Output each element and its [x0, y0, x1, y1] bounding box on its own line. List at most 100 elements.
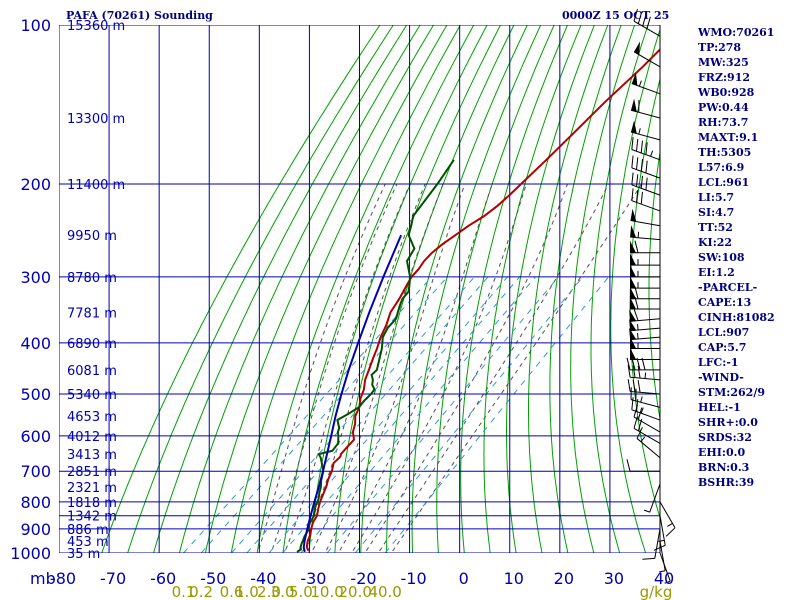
wind-barb — [631, 137, 661, 161]
wind-barb — [629, 308, 661, 322]
pressure-tick-label: 700 — [20, 462, 51, 481]
wind-barb — [630, 98, 661, 119]
wind-barb-flag — [633, 308, 639, 321]
wind-barb — [626, 459, 660, 472]
wind-barb-flag — [637, 11, 643, 24]
index-item: SW:108 — [698, 251, 745, 264]
dry-adiabat — [334, 25, 501, 553]
wind-barb-half-flag — [640, 407, 644, 414]
moist-adiabat — [257, 183, 386, 553]
height-label: 8780 m — [67, 271, 117, 286]
wind-barb — [630, 120, 661, 141]
indices-panel: WMO:70261 TP:278 MW:325 FRZ:912 WB0:928 PW:0.… — [698, 25, 775, 490]
dewpoint-line — [296, 159, 455, 553]
pressure-tick-label: 900 — [20, 520, 51, 539]
wind-barb-pennant — [630, 297, 636, 309]
wind-barb — [630, 336, 660, 350]
wind-barb — [631, 155, 661, 179]
wind-barb — [636, 427, 661, 459]
pressure-tick-label: 400 — [20, 334, 51, 353]
mixing-ratio-label: 1.0 — [235, 583, 259, 600]
dry-adiabat — [204, 25, 434, 553]
index-item: TH:5305 — [698, 146, 752, 159]
height-label: 2851 m — [67, 465, 117, 480]
wind-barb-flag — [626, 459, 631, 472]
wind-barb-flag — [626, 357, 631, 371]
index-item: SRDS:32 — [698, 431, 752, 444]
wind-barb-half-flag — [658, 539, 665, 542]
mixing-ratio-label: 2.0 — [257, 583, 281, 600]
wind-barb-staff — [630, 318, 661, 322]
wind-barb-flag — [636, 138, 639, 152]
wind-barb-half-flag — [640, 436, 646, 442]
dry-adiabat — [282, 25, 475, 553]
wind-barb-flag — [634, 286, 639, 299]
wind-barb — [629, 327, 661, 341]
wind-barb-flag — [642, 557, 655, 560]
wind-barb-flag — [641, 357, 646, 371]
pressure-tick-label: 600 — [20, 427, 51, 446]
wind-barb-pennant — [629, 309, 637, 322]
mixing-ratio-line — [282, 276, 520, 553]
height-label: 6890 m — [67, 337, 117, 352]
dry-adiabat — [570, 25, 636, 553]
wind-barb-half-flag — [637, 231, 640, 238]
moist-adiabat — [390, 183, 643, 553]
wind-barb-flag — [637, 380, 641, 393]
height-label: 4653 m — [67, 410, 117, 425]
moist-adiabat — [351, 183, 527, 553]
temperature-tick-label: 40 — [654, 569, 674, 588]
wind-barb — [630, 347, 660, 360]
wind-barb-pennant — [630, 253, 636, 266]
wind-barb-pennant — [631, 120, 637, 134]
pressure-tick-label: 500 — [20, 385, 51, 404]
mixing-ratio-unit: g/kg — [640, 583, 673, 600]
wind-barb-half-flag — [650, 150, 654, 157]
index-item: WB0:928 — [698, 86, 755, 99]
wind-barb-staff — [631, 409, 661, 421]
temperature-tick-label: -40 — [250, 569, 276, 588]
mixing-ratio-label: 3.0 — [271, 583, 295, 600]
wind-barb-pennant — [630, 347, 636, 360]
height-label: 1818 m — [67, 496, 117, 511]
wind-barb-flag — [633, 416, 638, 429]
wind-barb-staff — [659, 552, 671, 582]
wind-barb — [633, 41, 661, 68]
wind-barb-flag — [645, 177, 648, 191]
dry-adiabat — [178, 25, 421, 553]
wind-barb — [633, 404, 661, 433]
height-label: 7781 m — [67, 306, 117, 321]
wind-barb-flag — [631, 188, 634, 201]
wind-barb-staff — [659, 515, 666, 546]
wind-barb-staff — [649, 483, 661, 513]
mixing-ratio-label: 0.2 — [189, 583, 213, 600]
height-label: 1342 m — [67, 510, 117, 525]
index-item: MAXT:9.1 — [698, 131, 759, 144]
height-label: 3413 m — [67, 448, 117, 463]
wind-barb-flag — [642, 14, 647, 27]
wind-barb-staff — [654, 528, 661, 559]
wind-barb — [627, 379, 661, 395]
wind-barb — [659, 501, 676, 537]
wind-barb — [633, 416, 661, 444]
index-item: TP:278 — [698, 41, 742, 54]
wind-barb-half-flag — [659, 570, 666, 573]
dry-adiabat — [610, 27, 660, 553]
mixing-ratio-line — [326, 276, 559, 553]
mixing-ratio-line — [268, 276, 508, 553]
wind-barb-pennant — [634, 41, 640, 55]
pressure-unit-label: mb — [30, 569, 56, 588]
wind-barb-pennant — [630, 336, 636, 349]
mixing-ratio-label: 5.0 — [289, 583, 313, 600]
wind-barb-pennant — [630, 208, 637, 222]
index-item: EI:1.2 — [698, 266, 735, 279]
wind-barb — [633, 9, 661, 37]
wind-barb — [630, 296, 660, 310]
index-item: HEL:-1 — [698, 401, 741, 414]
height-label: 2321 m — [67, 481, 117, 496]
dry-adiabat — [506, 25, 595, 553]
wind-barb-flag — [632, 365, 636, 378]
index-item: EHI:0.0 — [698, 446, 746, 459]
height-label: 11400 m — [67, 178, 125, 193]
